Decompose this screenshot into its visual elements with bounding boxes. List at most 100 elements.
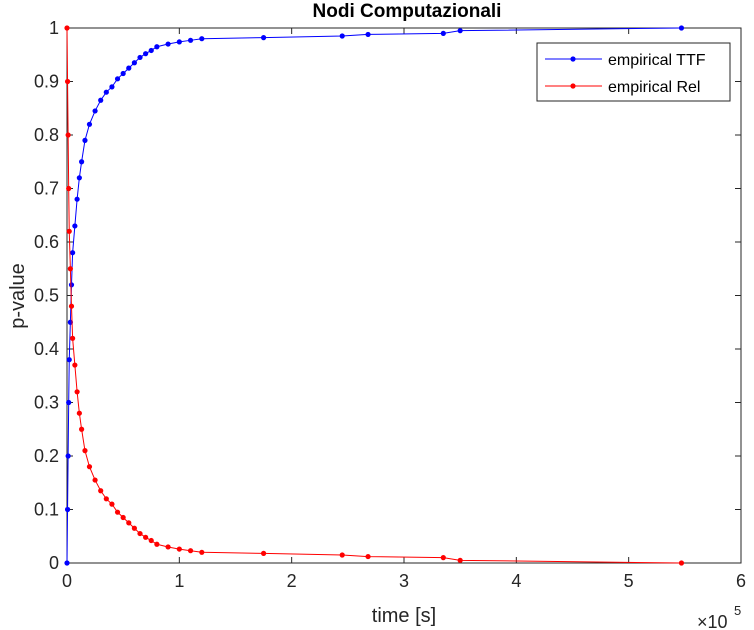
y-tick-label-2: 0.2 xyxy=(34,446,59,466)
series-point-empirical-ttf xyxy=(103,89,109,95)
series-point-empirical-rel xyxy=(165,544,171,550)
series-point-empirical-rel xyxy=(74,389,80,395)
series-point-empirical-rel xyxy=(339,552,345,558)
x-tick-label-1: 1 xyxy=(174,571,184,591)
series-point-empirical-ttf xyxy=(64,560,70,566)
series-point-empirical-rel xyxy=(148,537,154,544)
series-point-empirical-rel xyxy=(154,541,160,547)
series-point-empirical-ttf xyxy=(64,506,71,513)
series-point-empirical-rel xyxy=(65,132,71,138)
series-point-empirical-rel xyxy=(66,228,72,234)
series-point-empirical-ttf xyxy=(114,76,121,82)
series-point-empirical-ttf xyxy=(154,44,160,50)
x-tick-label-0: 0 xyxy=(62,571,72,591)
series-layer xyxy=(64,25,685,566)
series-point-empirical-ttf xyxy=(131,60,137,66)
x-tick-label-3: 3 xyxy=(399,571,409,591)
y-tick-label-5: 0.5 xyxy=(34,286,59,306)
series-point-empirical-rel xyxy=(126,520,132,526)
series-point-empirical-rel xyxy=(114,509,121,515)
series-point-empirical-rel xyxy=(109,501,115,507)
series-point-empirical-rel xyxy=(79,426,85,432)
series-point-empirical-rel xyxy=(457,557,463,563)
series-point-empirical-rel xyxy=(86,464,93,470)
y-tick-label-3: 0.3 xyxy=(34,393,59,413)
plot-area xyxy=(66,27,742,564)
series-point-empirical-ttf xyxy=(98,97,104,103)
series-point-empirical-ttf xyxy=(148,47,154,54)
series-point-empirical-ttf xyxy=(126,65,132,71)
x-multiplier-exponent: 5 xyxy=(734,603,741,618)
series-point-empirical-ttf xyxy=(65,453,71,459)
series-point-empirical-ttf xyxy=(66,399,72,406)
series-empirical-rel xyxy=(64,25,685,566)
series-point-empirical-ttf xyxy=(86,121,93,127)
series-point-empirical-rel xyxy=(67,266,73,272)
legend-marker-ttf xyxy=(570,56,576,62)
y-tick-label-1: 0.1 xyxy=(34,500,59,520)
legend: empirical TTF empirical Rel xyxy=(536,42,731,102)
series-line-empirical-rel xyxy=(66,27,682,564)
y-tick-label-9: 0.9 xyxy=(34,72,59,92)
series-point-empirical-ttf xyxy=(74,196,80,202)
series-point-empirical-rel xyxy=(131,525,137,531)
chart-title: Nodi Computazionali xyxy=(313,1,502,22)
series-point-empirical-ttf xyxy=(143,51,149,57)
series-point-empirical-rel xyxy=(70,335,76,341)
x-tick-label-6: 6 xyxy=(736,571,746,591)
series-point-empirical-rel xyxy=(76,410,82,416)
x-axis-multiplier: ×10 5 xyxy=(697,603,741,630)
series-point-empirical-ttf xyxy=(365,31,371,38)
series-point-empirical-rel xyxy=(92,477,98,483)
series-point-empirical-rel xyxy=(103,496,109,502)
series-point-empirical-rel xyxy=(68,303,75,309)
y-tick-label-8: 0.8 xyxy=(34,125,59,145)
series-point-empirical-rel xyxy=(66,185,72,192)
x-tick-label-2: 2 xyxy=(287,571,297,591)
series-point-empirical-ttf xyxy=(260,35,267,41)
series-point-empirical-ttf xyxy=(109,84,115,90)
legend-label-rel: empirical Rel xyxy=(608,79,700,96)
series-point-empirical-rel xyxy=(199,549,205,555)
series-point-empirical-rel xyxy=(64,25,70,31)
series-point-empirical-ttf xyxy=(92,108,98,114)
series-point-empirical-rel xyxy=(176,546,182,552)
series-point-empirical-rel xyxy=(365,553,371,560)
series-point-empirical-ttf xyxy=(440,30,446,36)
y-tick-label-6: 0.6 xyxy=(34,232,59,252)
y-tick-label-7: 0.7 xyxy=(34,179,59,199)
series-point-empirical-ttf xyxy=(76,175,82,181)
series-point-empirical-rel xyxy=(137,530,143,537)
series-point-empirical-ttf xyxy=(68,282,75,288)
axis-ticks xyxy=(66,27,742,564)
series-point-empirical-ttf xyxy=(339,33,345,39)
x-tick-label-5: 5 xyxy=(624,571,634,591)
y-axis-label: p-value xyxy=(7,263,29,329)
y-tick-label-0: 0 xyxy=(49,553,59,573)
series-point-empirical-ttf xyxy=(66,357,72,363)
series-point-empirical-rel xyxy=(440,555,446,561)
legend-label-ttf: empirical TTF xyxy=(608,52,706,69)
series-point-empirical-ttf xyxy=(79,159,85,165)
series-point-empirical-ttf xyxy=(137,54,143,61)
series-point-empirical-ttf xyxy=(678,25,685,31)
series-point-empirical-rel xyxy=(98,488,104,494)
series-point-empirical-rel xyxy=(143,534,149,540)
series-point-empirical-ttf xyxy=(82,137,88,143)
series-point-empirical-rel xyxy=(120,514,126,521)
series-point-empirical-rel xyxy=(82,448,88,454)
series-point-empirical-ttf xyxy=(187,37,194,43)
series-point-empirical-ttf xyxy=(70,250,76,256)
y-tick-label-4: 0.4 xyxy=(34,339,59,359)
x-tick-label-4: 4 xyxy=(511,571,521,591)
x-multiplier-base: ×10 xyxy=(697,612,728,630)
legend-box xyxy=(536,42,731,102)
series-point-empirical-rel xyxy=(64,78,71,85)
legend-marker-rel xyxy=(570,83,576,89)
series-point-empirical-ttf xyxy=(199,36,205,42)
y-tick-label-10: 1 xyxy=(49,18,59,38)
series-point-empirical-rel xyxy=(678,560,685,566)
series-point-empirical-ttf xyxy=(72,223,78,229)
series-point-empirical-rel xyxy=(187,548,194,554)
